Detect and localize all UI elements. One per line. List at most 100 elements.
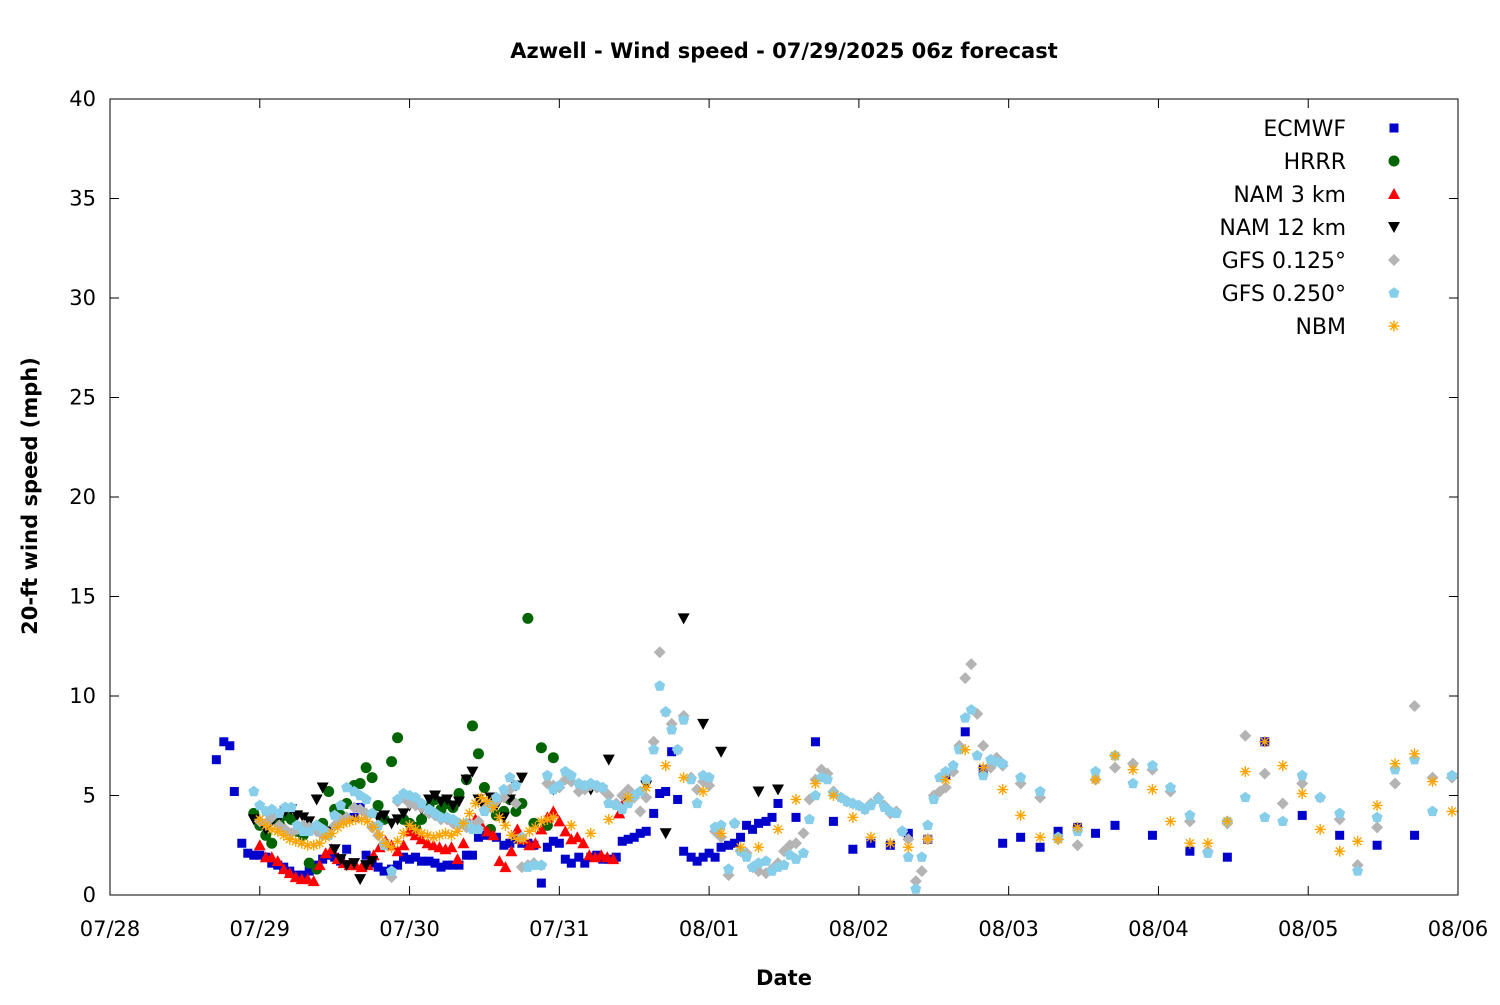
data-point	[424, 856, 434, 866]
data-point	[481, 825, 494, 837]
data-point	[368, 821, 380, 833]
data-point	[965, 704, 977, 715]
data-point	[742, 820, 752, 830]
data-point	[611, 852, 621, 862]
data-point	[1072, 821, 1084, 833]
data-point	[554, 838, 564, 848]
data-point	[416, 797, 428, 809]
data-point	[660, 706, 672, 717]
data-point	[410, 791, 422, 803]
data-point	[909, 875, 922, 888]
data-point	[677, 613, 690, 625]
data-point	[585, 827, 597, 839]
data-point	[607, 853, 620, 865]
data-point	[828, 816, 838, 826]
data-point	[509, 797, 522, 810]
data-point	[959, 672, 972, 685]
data-point	[1277, 815, 1289, 827]
data-point	[397, 808, 410, 820]
data-point	[640, 773, 652, 785]
data-point	[254, 799, 266, 811]
data-point	[472, 748, 484, 760]
data-point	[451, 853, 464, 865]
data-point	[360, 860, 373, 872]
legend-label: NAM 12 km	[1219, 216, 1346, 241]
series-5	[248, 680, 1458, 894]
data-point	[529, 837, 542, 849]
data-point	[323, 786, 335, 798]
data-point	[547, 811, 559, 823]
data-point	[499, 819, 511, 831]
data-point	[691, 783, 704, 796]
y-tick-label: 10	[69, 684, 96, 708]
data-point	[542, 842, 552, 852]
data-point	[560, 854, 570, 864]
data-point	[821, 773, 833, 785]
data-point	[896, 825, 908, 837]
data-point	[1314, 791, 1326, 803]
data-point	[391, 845, 404, 857]
data-point	[379, 866, 389, 876]
data-point	[997, 757, 1009, 769]
data-point	[902, 841, 914, 853]
data-point	[754, 818, 764, 828]
data-point	[430, 858, 440, 868]
data-point	[448, 860, 458, 870]
data-point	[715, 827, 727, 839]
data-point	[541, 769, 553, 781]
data-point	[1410, 830, 1420, 840]
data-point	[810, 737, 820, 747]
data-point	[304, 866, 314, 876]
data-point	[965, 658, 978, 671]
data-point	[285, 801, 297, 813]
data-point	[475, 791, 487, 803]
data-point	[902, 851, 914, 862]
x-tick-label: 08/03	[978, 917, 1039, 941]
legend-label: HRRR	[1284, 150, 1346, 175]
chart-title: Azwell - Wind speed - 07/29/2025 06z for…	[510, 39, 1058, 63]
data-point	[1372, 840, 1382, 850]
data-point	[659, 828, 672, 840]
data-point	[716, 842, 726, 852]
data-point	[715, 819, 727, 831]
data-point	[277, 863, 290, 875]
data-point	[661, 787, 671, 797]
legend-marker	[1388, 287, 1400, 298]
data-point	[386, 756, 398, 768]
data-point	[1352, 835, 1364, 847]
data-point	[342, 844, 352, 854]
data-point	[1109, 761, 1122, 774]
data-point	[478, 782, 490, 794]
data-point	[571, 831, 584, 843]
data-point	[827, 790, 839, 801]
data-point	[1296, 777, 1309, 790]
data-point	[313, 859, 326, 871]
data-point	[460, 774, 473, 786]
y-tick-label: 5	[83, 784, 96, 808]
x-tick-label: 08/06	[1428, 917, 1489, 941]
data-point	[493, 811, 505, 823]
x-tick-label: 08/01	[679, 917, 740, 941]
data-point	[463, 807, 475, 819]
data-point	[416, 813, 428, 825]
y-tick-label: 30	[69, 286, 96, 310]
data-point	[504, 771, 516, 783]
data-point	[1239, 791, 1251, 803]
data-point	[890, 807, 902, 819]
data-point	[493, 855, 506, 867]
data-point	[647, 735, 660, 748]
data-point	[319, 847, 332, 859]
data-point	[255, 850, 265, 860]
data-point	[1408, 699, 1421, 712]
data-point	[1164, 815, 1176, 827]
data-point	[528, 859, 540, 870]
data-point	[723, 863, 735, 874]
data-point	[803, 813, 815, 825]
data-point	[847, 811, 859, 823]
data-point	[536, 878, 546, 888]
data-point	[634, 785, 646, 797]
data-point	[1296, 788, 1308, 800]
data-point	[736, 832, 746, 842]
data-point	[328, 844, 341, 856]
